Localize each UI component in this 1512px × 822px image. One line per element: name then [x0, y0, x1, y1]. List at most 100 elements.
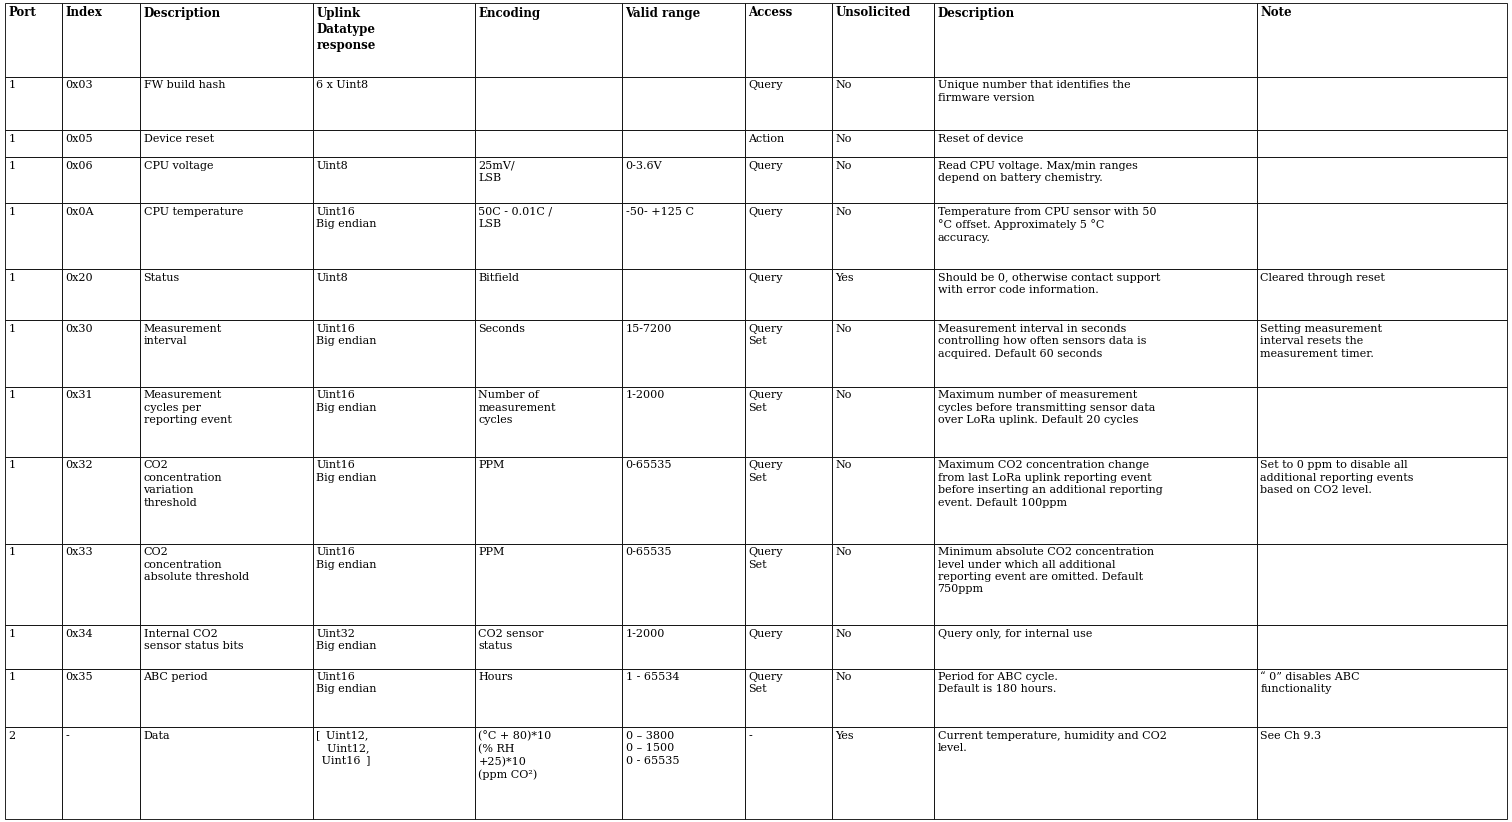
Bar [934, 457, 1256, 543]
Bar [5, 157, 62, 203]
Bar [934, 203, 1256, 270]
Text: [ Uint12,
 Uint12,
 Uint16 ]: [ Uint12, Uint12, Uint16 ] [316, 731, 370, 765]
Bar [745, 457, 832, 543]
Bar [621, 543, 745, 626]
Bar [62, 77, 141, 131]
Bar [621, 270, 745, 321]
Bar [5, 626, 62, 668]
Text: Uint16
Big endian: Uint16 Big endian [316, 672, 376, 695]
Text: Should be 0, otherwise contact support
with error code information.: Should be 0, otherwise contact support w… [937, 273, 1160, 295]
Bar [934, 387, 1256, 457]
Text: No: No [836, 390, 851, 400]
Bar [141, 157, 313, 203]
Text: 1-2000: 1-2000 [626, 390, 665, 400]
Bar [934, 77, 1256, 131]
Text: Unique number that identifies the
firmware version: Unique number that identifies the firmwa… [937, 81, 1129, 103]
Bar [934, 668, 1256, 727]
Text: Access: Access [748, 7, 792, 20]
Bar [934, 626, 1256, 668]
Bar [1256, 321, 1507, 387]
Bar [745, 668, 832, 727]
Bar [475, 77, 621, 131]
Text: 0x35: 0x35 [65, 672, 94, 682]
Text: No: No [836, 81, 851, 90]
Bar [621, 457, 745, 543]
Bar [313, 668, 475, 727]
Text: No: No [836, 629, 851, 639]
Bar [745, 270, 832, 321]
Text: Query only, for internal use: Query only, for internal use [937, 629, 1092, 639]
Bar [832, 321, 934, 387]
Bar [934, 3, 1256, 77]
Text: Uplink
Datatype
response: Uplink Datatype response [316, 7, 376, 52]
Bar [141, 203, 313, 270]
Text: 0-3.6V: 0-3.6V [626, 161, 662, 171]
Text: 1: 1 [9, 161, 15, 171]
Text: Uint16
Big endian: Uint16 Big endian [316, 547, 376, 570]
Bar [62, 203, 141, 270]
Text: 1: 1 [9, 629, 15, 639]
Text: 50C - 0.01C /
LSB: 50C - 0.01C / LSB [478, 206, 552, 229]
Text: ABC period: ABC period [144, 672, 209, 682]
Bar [62, 131, 141, 157]
Text: Uint16
Big endian: Uint16 Big endian [316, 390, 376, 413]
Text: CPU temperature: CPU temperature [144, 206, 243, 217]
Bar [832, 626, 934, 668]
Text: 1: 1 [9, 81, 15, 90]
Bar [1256, 626, 1507, 668]
Text: Reset of device: Reset of device [937, 134, 1024, 144]
Bar [621, 157, 745, 203]
Text: Query
Set: Query Set [748, 460, 783, 483]
Bar [832, 77, 934, 131]
Text: Index: Index [65, 7, 103, 20]
Bar [5, 131, 62, 157]
Bar [5, 457, 62, 543]
Bar [313, 321, 475, 387]
Bar [621, 321, 745, 387]
Bar [745, 543, 832, 626]
Bar [313, 77, 475, 131]
Text: Period for ABC cycle.
Default is 180 hours.: Period for ABC cycle. Default is 180 hou… [937, 672, 1057, 695]
Text: 25mV/
LSB: 25mV/ LSB [478, 161, 516, 183]
Text: 1: 1 [9, 672, 15, 682]
Bar [313, 203, 475, 270]
Text: Encoding: Encoding [478, 7, 541, 20]
Bar [475, 727, 621, 819]
Text: No: No [836, 672, 851, 682]
Bar [745, 77, 832, 131]
Bar [5, 543, 62, 626]
Text: No: No [836, 134, 851, 144]
Bar [934, 157, 1256, 203]
Text: Unsolicited: Unsolicited [836, 7, 910, 20]
Text: Maximum CO2 concentration change
from last LoRa uplink reporting event
before in: Maximum CO2 concentration change from la… [937, 460, 1163, 508]
Text: Uint16
Big endian: Uint16 Big endian [316, 324, 376, 346]
Bar [621, 626, 745, 668]
Text: CO2 sensor
status: CO2 sensor status [478, 629, 544, 651]
Bar [1256, 3, 1507, 77]
Bar [141, 457, 313, 543]
Bar [934, 727, 1256, 819]
Text: -: - [65, 731, 70, 741]
Bar [62, 543, 141, 626]
Text: (°C + 80)*10
(% RH
+25)*10
(ppm CO²): (°C + 80)*10 (% RH +25)*10 (ppm CO²) [478, 731, 552, 780]
Bar [62, 457, 141, 543]
Text: Uint16
Big endian: Uint16 Big endian [316, 460, 376, 483]
Text: Data: Data [144, 731, 171, 741]
Text: CO2
concentration
variation
threshold: CO2 concentration variation threshold [144, 460, 222, 508]
Bar [1256, 203, 1507, 270]
Text: Temperature from CPU sensor with 50
°C offset. Approximately 5 °C
accuracy.: Temperature from CPU sensor with 50 °C o… [937, 206, 1157, 242]
Bar [5, 203, 62, 270]
Text: Query: Query [748, 273, 783, 283]
Text: Query
Set: Query Set [748, 390, 783, 413]
Bar [5, 3, 62, 77]
Bar [62, 727, 141, 819]
Text: 1: 1 [9, 460, 15, 470]
Bar [1256, 77, 1507, 131]
Text: Set to 0 ppm to disable all
additional reporting events
based on CO2 level.: Set to 0 ppm to disable all additional r… [1261, 460, 1414, 495]
Text: Yes: Yes [836, 731, 854, 741]
Bar [141, 543, 313, 626]
Text: Query
Set: Query Set [748, 672, 783, 695]
Bar [1256, 727, 1507, 819]
Text: Cleared through reset: Cleared through reset [1261, 273, 1385, 283]
Bar [313, 157, 475, 203]
